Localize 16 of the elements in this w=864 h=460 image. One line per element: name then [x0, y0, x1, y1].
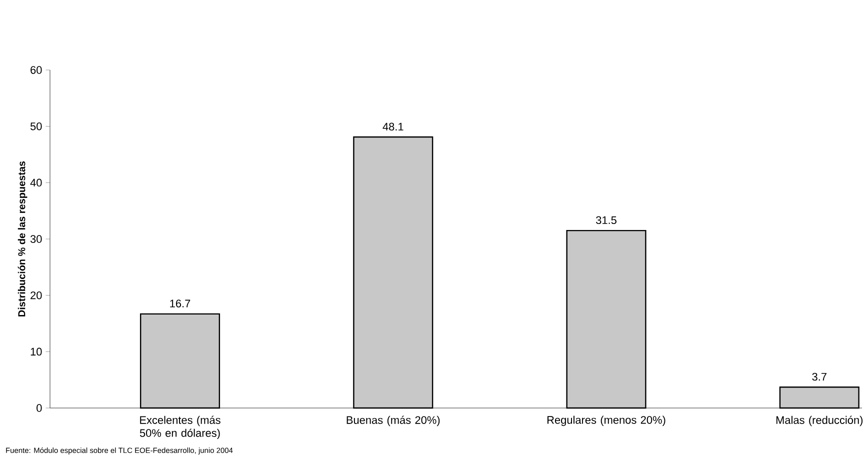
data-label: 3.7: [812, 372, 826, 381]
data-label: 48.1: [382, 122, 404, 131]
data-label: 31.5: [596, 216, 616, 224]
x-tick-label: Excelentes (más 50% en dólares): [140, 416, 220, 440]
data-label: 16.7: [170, 300, 190, 308]
y-axis-title: Distribución % de las respuestas: [18, 161, 28, 316]
y-tick-label: 10: [30, 348, 42, 356]
y-tick-label: 50: [30, 122, 42, 130]
y-tick-label: 30: [30, 235, 42, 243]
y-tick-label: 40: [30, 178, 42, 187]
x-tick-label: Buenas (más 20%): [346, 416, 440, 426]
y-tick-label: 60: [30, 66, 42, 74]
x-tick-label: Regulares (menos 20%): [547, 416, 666, 426]
x-tick-label: Malas (reducción): [776, 416, 863, 426]
y-tick-label: 20: [30, 291, 42, 300]
y-tick-label: 0: [36, 404, 42, 412]
